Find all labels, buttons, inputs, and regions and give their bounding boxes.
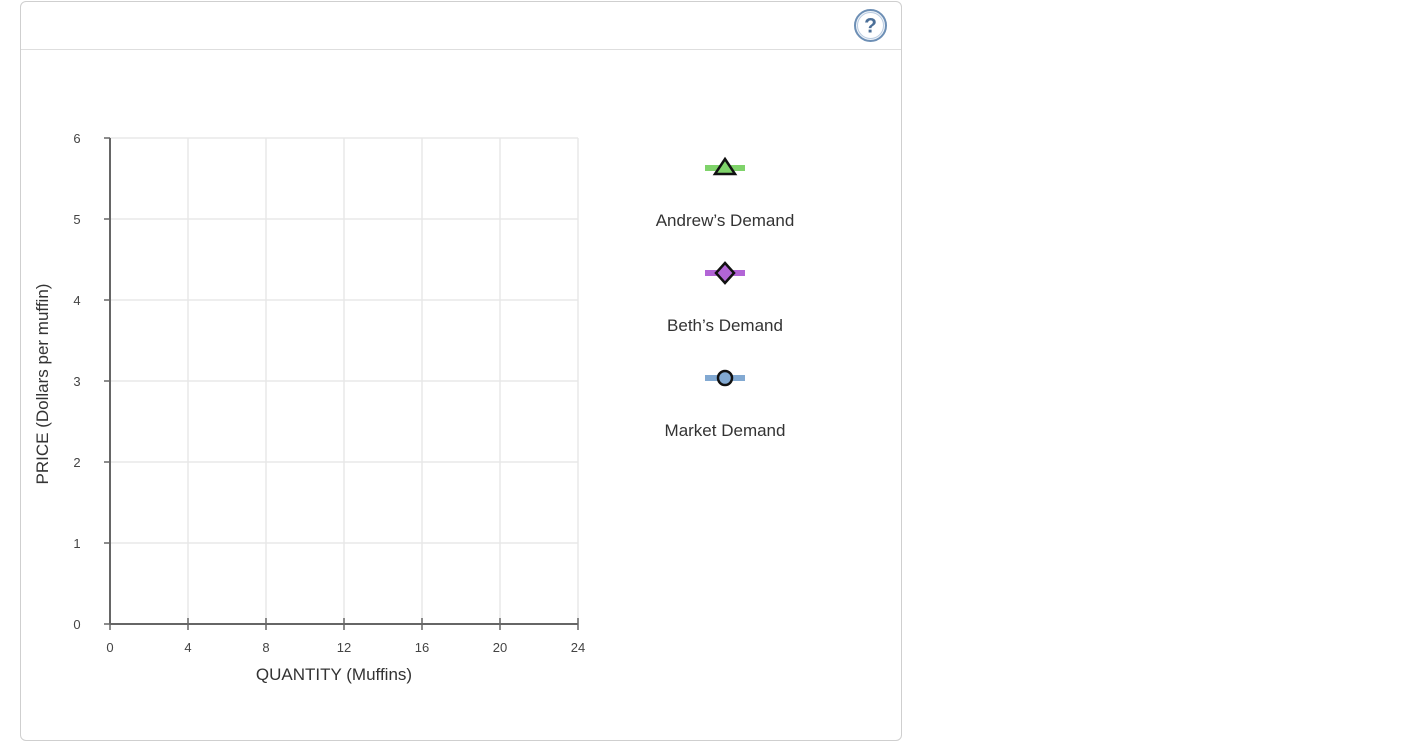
diamond-marker-icon[interactable] — [702, 260, 748, 286]
legend-item-market[interactable]: Market Demand — [650, 365, 800, 455]
x-tick-label: 0 — [106, 640, 113, 655]
y-tick-label: 0 — [73, 617, 80, 632]
x-tick-label: 20 — [493, 640, 507, 655]
y-tick-label: 5 — [73, 212, 80, 227]
y-tick-label: 1 — [73, 536, 80, 551]
x-tick-label: 12 — [337, 640, 351, 655]
triangle-marker — [712, 156, 738, 176]
legend-item-beth[interactable]: Beth’s Demand — [650, 260, 800, 350]
y-tick-label: 2 — [73, 455, 80, 470]
legend-label-andrew: Andrew’s Demand — [655, 211, 795, 230]
help-icon[interactable]: ? — [854, 9, 887, 42]
panel-header: ? — [21, 2, 901, 50]
legend-item-andrew[interactable]: Andrew’s Demand — [650, 155, 800, 245]
legend-label-beth: Beth’s Demand — [667, 316, 783, 335]
x-tick-label: 24 — [571, 640, 585, 655]
x-tick-label: 4 — [184, 640, 191, 655]
triangle-marker-icon[interactable] — [702, 155, 748, 181]
x-tick-label: 16 — [415, 640, 429, 655]
y-tick-label: 6 — [73, 131, 80, 146]
y-tick-label: 3 — [73, 374, 80, 389]
circle-marker — [716, 369, 734, 387]
y-axis-title: PRICE (Dollars per muffin) — [33, 284, 52, 485]
x-tick-label: 8 — [262, 640, 269, 655]
help-icon-glyph: ? — [864, 15, 877, 38]
y-tick-label: 4 — [73, 293, 80, 308]
diamond-marker — [714, 261, 736, 285]
help-icon-inner — [857, 12, 884, 39]
circle-marker-icon[interactable] — [702, 365, 748, 391]
legend-label-market: Market Demand — [664, 421, 786, 440]
x-axis-title: QUANTITY (Muffins) — [256, 665, 412, 684]
